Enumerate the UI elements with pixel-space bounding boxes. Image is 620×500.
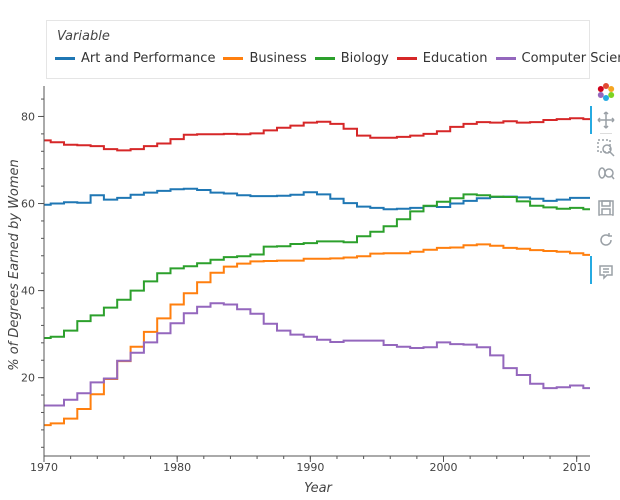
bokeh-logo-icon[interactable]	[594, 80, 618, 104]
legend-items: Art and Performance Business Biology Educat…	[55, 51, 620, 66]
active-indicator	[590, 106, 592, 134]
x-tick-label: 2010	[563, 461, 591, 474]
y-tick-label: 80	[21, 110, 35, 123]
plot-area[interactable]	[44, 117, 590, 427]
series-line-computer-science[interactable]	[44, 302, 590, 407]
legend-label: Biology	[340, 51, 389, 66]
legend-swatch	[396, 57, 417, 60]
legend-swatch	[495, 57, 516, 60]
save-icon[interactable]	[594, 196, 618, 220]
series-line-education[interactable]	[44, 117, 590, 152]
legend-label: Art and Performance	[81, 51, 216, 66]
hover-icon[interactable]	[594, 260, 618, 284]
y-tick-label: 60	[21, 198, 35, 211]
legend-label: Education	[422, 51, 488, 66]
box-zoom-icon[interactable]	[594, 136, 618, 160]
active-indicator-3	[590, 256, 592, 284]
toolbar	[590, 78, 620, 290]
y-axis-label: % of Degrees Earned by Women	[7, 159, 22, 371]
legend-label: Computer Science	[521, 51, 620, 66]
series-line-art-and-performance[interactable]	[44, 187, 590, 211]
reset-icon[interactable]	[594, 228, 618, 252]
x-tick-label: 1970	[30, 461, 58, 474]
legend-item[interactable]: Computer Science	[495, 51, 620, 66]
pan-icon[interactable]	[594, 108, 618, 132]
legend-title: Variable	[57, 29, 110, 44]
legend: Variable Art and Performance Business Biol…	[46, 20, 620, 79]
y-tick-label: 40	[21, 285, 35, 298]
legend-item[interactable]: Education	[396, 51, 488, 66]
legend-item[interactable]: Biology	[314, 51, 389, 66]
x-tick-label: 1980	[163, 461, 191, 474]
legend-swatch	[314, 57, 335, 60]
legend-swatch	[223, 57, 244, 60]
wheel-zoom-icon[interactable]	[594, 162, 618, 186]
x-tick-label: 2000	[430, 461, 458, 474]
axes: 1970 1980 1990 2000 2010 20 40 60 80	[21, 86, 591, 474]
series-line-business[interactable]	[44, 243, 590, 427]
legend-item[interactable]: Business	[223, 51, 307, 66]
series-line-biology[interactable]	[44, 193, 590, 339]
legend-item[interactable]: Art and Performance	[55, 51, 215, 66]
toolbar-separator	[600, 215, 612, 216]
toolbar-separator	[600, 133, 612, 134]
y-tick-label: 20	[21, 372, 35, 385]
x-axis-label: Year	[304, 481, 333, 496]
legend-swatch	[55, 57, 75, 60]
x-tick-label: 1990	[296, 461, 324, 474]
legend-label: Business	[249, 51, 307, 66]
